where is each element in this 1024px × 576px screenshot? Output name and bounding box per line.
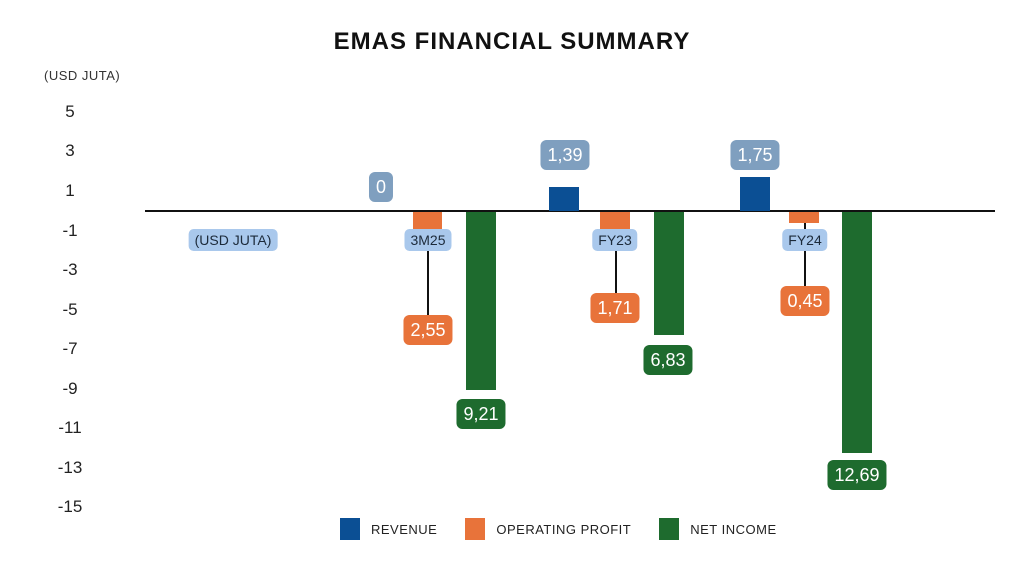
leader-line-fy23 — [615, 251, 617, 295]
operating-profit-value-label-3m25: 2,55 — [403, 315, 453, 345]
net-income-bar-3m25 — [466, 212, 496, 390]
legend-item-revenue: REVENUE — [340, 518, 437, 540]
revenue-bar-fy23 — [549, 187, 579, 211]
legend-item-operating-profit: OPERATING PROFIT — [465, 518, 631, 540]
leader-line-fy24 — [804, 223, 806, 288]
y-tick: -7 — [62, 339, 78, 358]
operating-profit-value-label-fy24: 0,45 — [780, 286, 830, 316]
leader-line-3m25 — [427, 251, 429, 317]
legend-label: NET INCOME — [690, 521, 777, 537]
net-income-bar-fy24 — [842, 212, 872, 453]
revenue-value-label-fy24: 1,75 — [730, 140, 780, 170]
category-label-fy23: FY23 — [592, 229, 638, 251]
net-income-value-label-3m25: 9,21 — [456, 399, 506, 429]
net-income-bar-fy23 — [654, 212, 684, 335]
net-income-value-label-fy24: 12,69 — [827, 460, 887, 490]
y-tick: 5 — [65, 102, 75, 121]
revenue-value-label-fy23: 1,39 — [540, 140, 590, 170]
y-tick: -5 — [62, 300, 78, 319]
operating-profit-value-label-fy23: 1,71 — [590, 293, 640, 323]
revenue-bar-fy24 — [740, 177, 770, 211]
operating-profit-bar-3m25 — [413, 212, 442, 229]
zero-axis-line — [145, 210, 995, 212]
y-tick: -9 — [62, 379, 78, 398]
operating-profit-swatch-icon — [465, 518, 486, 540]
legend-label: OPERATING PROFIT — [496, 521, 632, 537]
revenue-value-label-3m25: 0 — [368, 172, 394, 202]
category-label-fy24: FY24 — [782, 229, 828, 251]
y-axis-unit-label: (USD JUTA) — [44, 68, 121, 83]
category-label-3m25: 3M25 — [404, 229, 452, 251]
y-tick: -1 — [62, 221, 78, 240]
operating-profit-bar-fy23 — [600, 212, 630, 229]
y-tick: 3 — [65, 141, 75, 160]
legend-item-net-income: NET INCOME — [659, 518, 776, 540]
y-tick: 1 — [65, 181, 75, 200]
y-tick: -3 — [62, 260, 78, 279]
revenue-swatch-icon — [340, 518, 360, 540]
legend-label: REVENUE — [371, 521, 438, 537]
operating-profit-bar-fy24 — [789, 212, 819, 223]
chart-title: EMAS FINANCIAL SUMMARY — [333, 28, 691, 55]
y-tick: -13 — [57, 458, 83, 477]
net-income-value-label-fy23: 6,83 — [643, 345, 693, 375]
net-income-swatch-icon — [659, 518, 680, 540]
y-tick: -11 — [58, 418, 82, 437]
category-label-unit: (USD JUTA) — [188, 229, 278, 251]
chart-legend: REVENUE OPERATING PROFIT NET INCOME — [340, 518, 805, 540]
y-tick: -15 — [57, 497, 83, 516]
